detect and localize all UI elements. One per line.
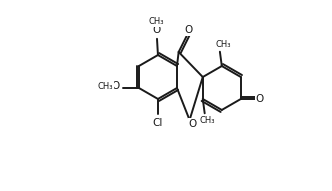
Text: O: O [188, 119, 197, 129]
Text: CH₃: CH₃ [200, 117, 215, 125]
Text: Cl: Cl [153, 118, 163, 128]
Text: O: O [111, 81, 119, 91]
Text: CH₃: CH₃ [215, 40, 230, 49]
Text: O: O [152, 25, 160, 35]
Text: O: O [256, 94, 264, 104]
Text: O: O [184, 25, 192, 35]
Text: CH₃: CH₃ [148, 17, 164, 26]
Text: CH₃: CH₃ [98, 82, 113, 91]
